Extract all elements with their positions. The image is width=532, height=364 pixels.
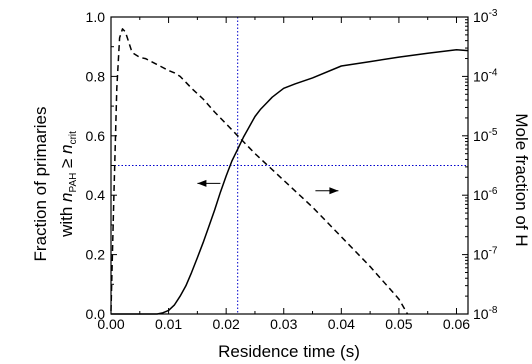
- y-left-tick-label: 0.4: [86, 187, 106, 203]
- y-axis-left-title-sub-crit: crit: [68, 131, 79, 145]
- y-axis-left-title-line2: with nPAH ≥ ncrit: [57, 131, 79, 238]
- series-line-fraction-primaries: [111, 48, 469, 315]
- arrow-left-head: [197, 179, 207, 187]
- x-tick-label: 0.02: [213, 316, 240, 332]
- y-left-tick-label: 0.6: [86, 128, 106, 144]
- y-axis-left-title-geq: ≥: [57, 154, 76, 173]
- x-tick-label: 0.05: [385, 316, 412, 332]
- series-line-mole-fraction-h: [110, 28, 409, 315]
- y-right-tick-exponent: -6: [489, 186, 498, 197]
- y-left-tick-label: 0.0: [86, 306, 106, 322]
- y-right-tick-base: 10: [473, 128, 489, 144]
- y-right-tick-label: 10-6: [473, 186, 498, 203]
- y-right-tick-label: 10-8: [473, 305, 498, 322]
- y-axis-left-title-with: with: [57, 202, 76, 238]
- y-right-tick-base: 10: [473, 68, 489, 84]
- plot-area: [110, 16, 469, 315]
- y-right-tick-exponent: -5: [489, 127, 498, 138]
- y-right-tick-exponent: -8: [489, 305, 498, 316]
- x-tick-label: 0.06: [443, 316, 470, 332]
- y-right-tick-label: 10-5: [473, 127, 498, 144]
- x-tick-label: 0.04: [328, 316, 355, 332]
- y-right-tick-label: 10-4: [473, 67, 498, 84]
- y-right-tick-base: 10: [473, 247, 489, 263]
- y-right-tick-exponent: -3: [489, 8, 498, 19]
- y-axis-left-title-n1: n: [57, 192, 76, 201]
- y-axis-left-title-line1: Fraction of primaries: [31, 107, 50, 262]
- y-right-tick-exponent: -7: [489, 246, 498, 257]
- y-right-tick-label: 10-3: [473, 8, 498, 25]
- y-axis-left-title-sub-pah: PAH: [68, 173, 79, 193]
- y-right-tick-base: 10: [473, 306, 489, 322]
- tick-labels: 0.00 0.01 0.02 0.03 0.04 0.05 0.06 0.0 0.2 0.4 0.6…: [86, 8, 498, 332]
- axis-ticks: [110, 16, 468, 315]
- y-axis-left-title: Fraction of primaries with nPAH ≥ ncrit: [31, 107, 79, 262]
- y-right-tick-base: 10: [473, 9, 489, 25]
- y-axis-left-title-n2: n: [57, 144, 76, 153]
- y-right-tick-base: 10: [473, 187, 489, 203]
- y-left-tick-label: 1.0: [86, 9, 106, 25]
- x-tick-label: 0.03: [270, 316, 297, 332]
- x-tick-label: 0.01: [155, 316, 182, 332]
- x-tick-label: 0.00: [97, 316, 124, 332]
- y-right-tick-exponent: -4: [489, 67, 498, 78]
- y-left-tick-label: 0.2: [86, 247, 106, 263]
- y-right-tick-label: 10-7: [473, 246, 498, 263]
- x-axis-title: Residence time (s): [218, 342, 360, 361]
- arrow-right-head: [329, 187, 339, 195]
- y-axis-right-title: Mole fraction of H: [512, 113, 531, 246]
- y-left-tick-label: 0.8: [86, 68, 106, 84]
